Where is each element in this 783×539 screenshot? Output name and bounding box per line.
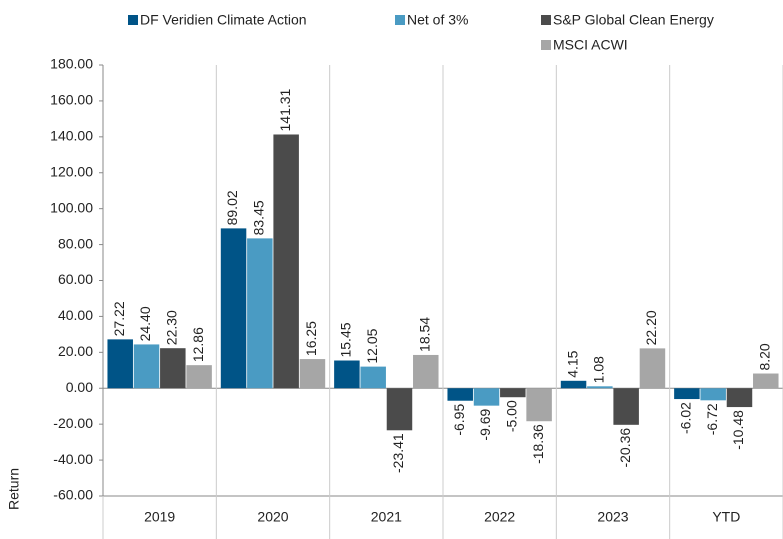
bar bbox=[160, 348, 186, 389]
bar bbox=[639, 348, 666, 389]
bar bbox=[360, 366, 386, 389]
y-tick-label: 100.00 bbox=[50, 199, 93, 215]
y-tick-label: 140.00 bbox=[50, 128, 93, 144]
value-label: -18.36 bbox=[530, 424, 546, 464]
y-tick-label: 20.00 bbox=[58, 343, 93, 359]
value-label: 16.25 bbox=[303, 321, 319, 356]
legend-label: S&P Global Clean Energy bbox=[553, 12, 714, 28]
value-label: -10.48 bbox=[730, 410, 746, 450]
y-tick-label: 40.00 bbox=[58, 307, 93, 323]
bar bbox=[247, 238, 273, 389]
bar bbox=[413, 354, 439, 389]
x-tick-label: 2021 bbox=[371, 509, 402, 525]
bar bbox=[500, 388, 526, 398]
bar bbox=[334, 360, 360, 389]
value-label: 1.08 bbox=[591, 356, 607, 383]
value-label: 89.02 bbox=[224, 190, 240, 225]
bar bbox=[133, 344, 160, 389]
x-tick-label: 2020 bbox=[257, 509, 288, 525]
value-label: -6.95 bbox=[451, 404, 467, 436]
x-tick-label: YTD bbox=[712, 509, 740, 525]
legend-label: DF Veridien Climate Action bbox=[140, 12, 307, 28]
y-tick-label: 80.00 bbox=[58, 235, 93, 251]
value-label: 18.54 bbox=[416, 317, 432, 352]
bar bbox=[299, 359, 326, 389]
y-axis-title: Return bbox=[6, 468, 22, 510]
value-label: -6.02 bbox=[678, 402, 694, 434]
value-label: -20.36 bbox=[617, 428, 633, 468]
bar bbox=[674, 388, 700, 400]
value-label: 27.22 bbox=[111, 301, 127, 336]
legend-swatch bbox=[128, 15, 138, 25]
legend-label: Net of 3% bbox=[407, 12, 468, 28]
bar bbox=[186, 365, 212, 389]
value-label: 12.86 bbox=[190, 327, 206, 362]
x-tick-label: 2023 bbox=[597, 509, 628, 525]
value-label: 15.45 bbox=[338, 322, 354, 357]
bar bbox=[526, 388, 552, 422]
legend-label: MSCI ACWI bbox=[553, 37, 628, 53]
value-label: -9.69 bbox=[477, 408, 493, 440]
bar bbox=[613, 388, 639, 425]
value-label: -23.41 bbox=[390, 433, 406, 473]
y-tick-label: 160.00 bbox=[50, 92, 93, 108]
legend-swatch bbox=[395, 15, 405, 25]
y-tick-label: 120.00 bbox=[50, 163, 93, 179]
legend-swatch bbox=[541, 15, 551, 25]
y-tick-label: 180.00 bbox=[50, 56, 93, 72]
value-label: 24.40 bbox=[137, 306, 153, 341]
value-label: -5.00 bbox=[504, 400, 520, 432]
value-label: 8.20 bbox=[756, 343, 772, 370]
value-label: 4.15 bbox=[564, 350, 580, 377]
bar bbox=[726, 388, 753, 408]
bar bbox=[700, 388, 726, 401]
value-label: -6.72 bbox=[704, 403, 720, 435]
bar bbox=[273, 134, 299, 389]
bar bbox=[753, 373, 779, 389]
y-tick-label: -40.00 bbox=[53, 451, 93, 467]
y-tick-label: 60.00 bbox=[58, 271, 93, 287]
value-label: 12.05 bbox=[364, 328, 380, 363]
bar bbox=[447, 388, 473, 401]
value-label: 83.45 bbox=[251, 200, 267, 235]
y-tick-label: 0.00 bbox=[66, 379, 93, 395]
value-label: 22.20 bbox=[643, 310, 659, 345]
bar bbox=[587, 386, 613, 389]
bar bbox=[560, 380, 587, 389]
legend-swatch bbox=[541, 40, 551, 50]
bar bbox=[473, 388, 500, 406]
x-tick-label: 2019 bbox=[144, 509, 175, 525]
y-tick-label: -60.00 bbox=[53, 487, 93, 503]
bar bbox=[220, 228, 247, 389]
bar bbox=[386, 388, 413, 431]
y-tick-label: -20.00 bbox=[53, 415, 93, 431]
x-tick-label: 2022 bbox=[484, 509, 515, 525]
bar bbox=[107, 339, 133, 389]
value-label: 22.30 bbox=[164, 310, 180, 345]
value-label: 141.31 bbox=[277, 88, 293, 131]
